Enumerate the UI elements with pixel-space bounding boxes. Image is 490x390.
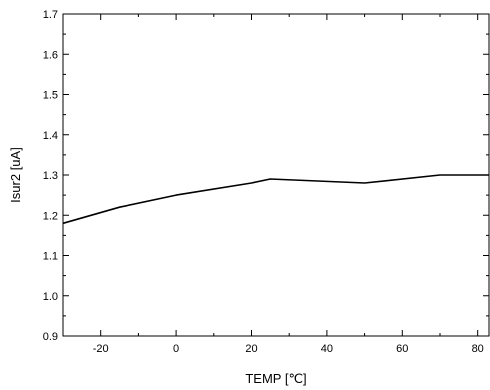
- y-tick-label: 1.4: [43, 130, 58, 142]
- x-tick-label: 80: [472, 343, 484, 355]
- x-tick-label: -20: [93, 343, 109, 355]
- y-tick-label: 1.5: [43, 90, 58, 102]
- x-tick-label: 60: [396, 343, 408, 355]
- y-tick-label: 1.7: [43, 9, 58, 21]
- series-line: [62, 174, 489, 225]
- x-axis-ticks: -20 0 20 40 60 80: [62, 14, 484, 355]
- y-axis-ticks: 0.9 1.0 1.1 1.2 1.3 1.4 1.5 1.6 1.7: [43, 9, 489, 343]
- x-tick-label: 20: [245, 343, 257, 355]
- y-tick-label: 0.9: [43, 331, 58, 343]
- x-axis-title: TEMP [℃]: [245, 371, 306, 386]
- y-tick-label: 1.3: [43, 170, 58, 182]
- y-tick-label: 1.0: [43, 291, 58, 303]
- y-tick-label: 1.1: [43, 251, 58, 263]
- y-tick-label: 1.6: [43, 49, 58, 61]
- y-tick-label: 1.2: [43, 210, 58, 222]
- plot-frame: [62, 13, 490, 337]
- x-tick-label: 40: [321, 343, 333, 355]
- x-tick-label: 0: [173, 343, 179, 355]
- y-axis-title: Isur2 [uA]: [8, 147, 23, 203]
